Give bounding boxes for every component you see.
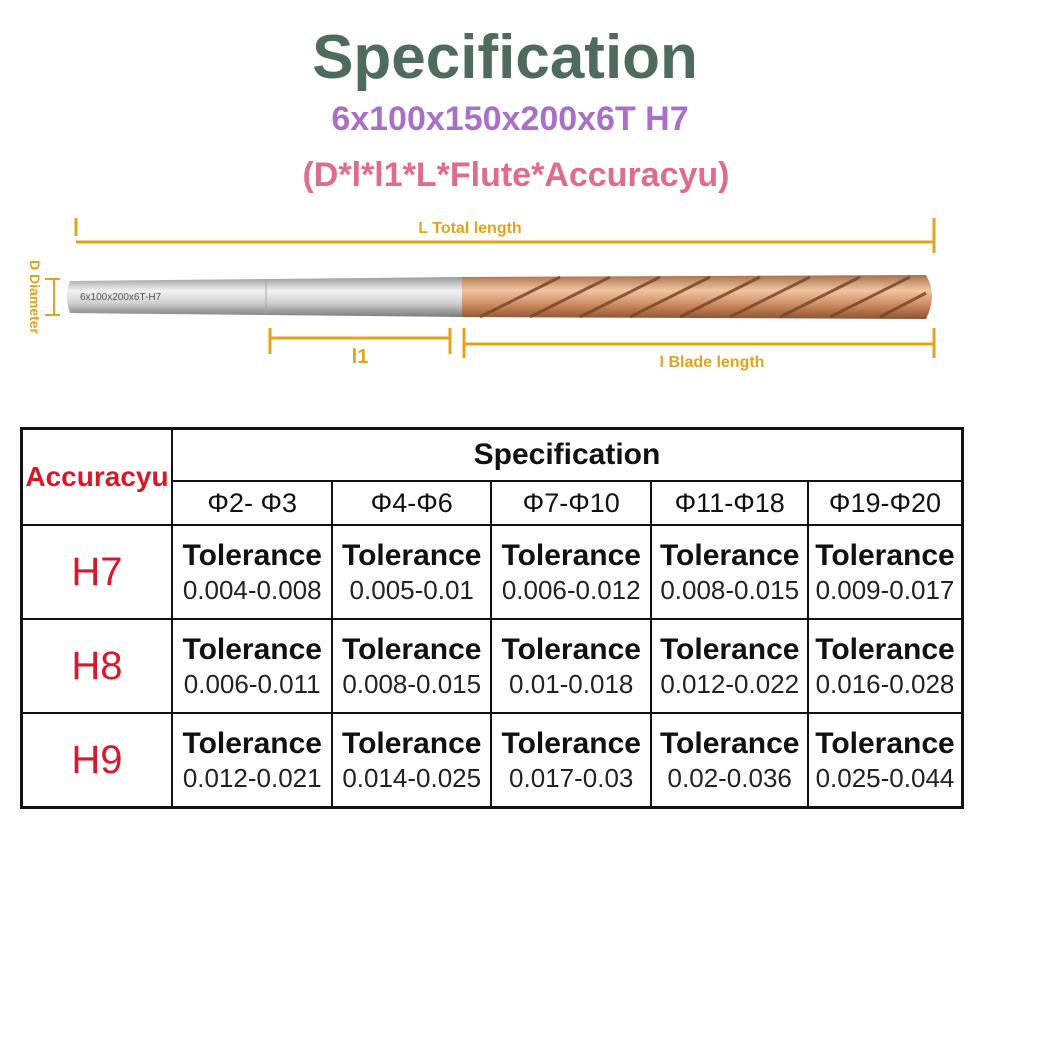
shank-marking: 6x100x200x6T-H7 [80, 292, 162, 303]
tolerance-label: Tolerance [341, 633, 482, 666]
tolerance-label: Tolerance [659, 539, 800, 572]
total-length-label: L Total length [418, 220, 521, 237]
model-code: 6x100x150x200x6T H7 [331, 100, 689, 138]
tolerance-value: 0.012-0.021 [182, 763, 322, 793]
tolerance-label: Tolerance [501, 727, 641, 760]
tolerance-cell: Tolerance 0.016-0.028 [806, 618, 964, 714]
table-row: H9 Tolerance 0.012-0.021 Tolerance 0.014-0… [20, 712, 964, 809]
tolerance-cell: Tolerance 0.017-0.03 [489, 712, 653, 809]
tolerance-cell: Tolerance 0.008-0.015 [650, 524, 809, 620]
tolerance-cell: Tolerance 0.02-0.036 [650, 712, 809, 809]
range-header: Φ4-Φ6 [331, 480, 492, 526]
range-header: Φ2- Φ3 [170, 480, 334, 526]
tolerance-label: Tolerance [182, 727, 322, 760]
tolerance-cell: Tolerance 0.005-0.01 [331, 524, 492, 620]
tolerance-cell: Tolerance 0.014-0.025 [331, 712, 492, 809]
tolerance-label: Tolerance [182, 539, 322, 572]
tolerance-value: 0.025-0.044 [815, 763, 955, 793]
tolerance-value: 0.02-0.036 [667, 763, 792, 793]
tolerance-cell: Tolerance 0.01-0.018 [489, 618, 653, 714]
tolerance-cell: Tolerance 0.006-0.011 [170, 618, 334, 714]
tolerance-value: 0.008-0.015 [660, 575, 800, 605]
tolerance-value: 0.006-0.012 [501, 575, 641, 605]
tolerance-value: 0.012-0.022 [660, 669, 800, 699]
tolerance-label: Tolerance [659, 727, 800, 760]
reamer-tool: 6x100x200x6T-H7 [67, 275, 932, 319]
table-row: H7 Tolerance 0.004-0.008 Tolerance 0.005-0… [20, 524, 964, 620]
grade-label: H7 [20, 524, 173, 620]
tolerance-value: 0.014-0.025 [342, 763, 482, 793]
tolerance-value: 0.008-0.015 [342, 669, 482, 699]
grade-label: H8 [20, 618, 173, 714]
total-length-dimension: L Total length [74, 218, 936, 253]
blade-length-label: l Blade length [660, 354, 765, 371]
tolerance-label: Tolerance [501, 633, 641, 666]
tolerance-value: 0.017-0.03 [509, 763, 634, 793]
tolerance-label: Tolerance [815, 727, 955, 760]
specification-header: Specification [170, 427, 964, 482]
tolerance-label: Tolerance [341, 539, 482, 572]
range-header: Φ7-Φ10 [489, 480, 653, 526]
tolerance-cell: Tolerance 0.008-0.015 [331, 618, 492, 714]
tolerance-cell: Tolerance 0.012-0.021 [170, 712, 334, 809]
shank-length-dimension: l1 [268, 328, 452, 368]
tolerance-value: 0.005-0.01 [349, 575, 474, 605]
tolerance-label: Tolerance [182, 633, 322, 666]
reamer-diagram: L Total length D Diameter 6x100x200x6T-H… [27, 218, 936, 371]
tolerance-cell: Tolerance 0.006-0.012 [489, 524, 653, 620]
tolerance-value: 0.016-0.028 [815, 669, 955, 699]
range-header: Φ19-Φ20 [806, 480, 964, 526]
tolerance-value: 0.006-0.011 [183, 669, 321, 699]
diameter-dimension: D Diameter [27, 260, 60, 335]
tolerance-value: 0.01-0.018 [509, 669, 634, 699]
range-header: Φ11-Φ18 [650, 480, 809, 526]
tolerance-cell: Tolerance 0.025-0.044 [806, 712, 964, 809]
tolerance-cell: Tolerance 0.004-0.008 [170, 524, 334, 620]
tolerance-cell: Tolerance 0.012-0.022 [650, 618, 809, 714]
shank-length-label: l1 [352, 346, 369, 368]
accuracy-header: Accuracyu [20, 427, 173, 526]
page-title: Specification [312, 23, 698, 92]
diameter-label: D Diameter [27, 260, 43, 334]
tolerance-label: Tolerance [815, 539, 955, 572]
table-row: H8 Tolerance 0.006-0.011 Tolerance 0.008-0… [20, 618, 964, 714]
tolerance-label: Tolerance [341, 727, 482, 760]
tolerance-label: Tolerance [501, 539, 641, 572]
formula-legend: (D*l*l1*L*Flute*Accuracyu) [302, 156, 730, 194]
tolerance-label: Tolerance [815, 633, 955, 666]
tolerance-value: 0.009-0.017 [815, 575, 955, 605]
tolerance-table: Accuracyu Specification Φ2- Φ3 Φ4-Φ6 Φ7-… [20, 427, 964, 809]
grade-label: H9 [20, 712, 173, 809]
tolerance-cell: Tolerance 0.009-0.017 [806, 524, 964, 620]
blade-length-dimension: l Blade length [462, 328, 936, 371]
tolerance-label: Tolerance [659, 633, 800, 666]
tolerance-value: 0.004-0.008 [182, 575, 322, 605]
